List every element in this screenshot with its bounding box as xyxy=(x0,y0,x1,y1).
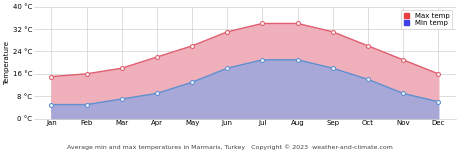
Point xyxy=(364,45,371,47)
Point xyxy=(364,78,371,81)
Point xyxy=(258,22,265,25)
Point xyxy=(293,22,301,25)
Y-axis label: Temperature: Temperature xyxy=(4,41,10,85)
Point xyxy=(328,31,336,33)
Point xyxy=(83,73,90,75)
Text: Average min and max temperatures in Marmaris, Turkey   Copyright © 2023  weather: Average min and max temperatures in Marm… xyxy=(67,145,392,150)
Point xyxy=(153,92,160,95)
Point xyxy=(434,73,441,75)
Point xyxy=(83,103,90,106)
Point xyxy=(118,98,125,100)
Point xyxy=(188,81,196,83)
Point xyxy=(258,59,265,61)
Point xyxy=(118,67,125,69)
Point xyxy=(48,103,55,106)
Point xyxy=(48,75,55,78)
Point xyxy=(398,92,406,95)
Point xyxy=(398,59,406,61)
Point xyxy=(188,45,196,47)
Point xyxy=(223,67,230,69)
Point xyxy=(328,67,336,69)
Point xyxy=(293,59,301,61)
Legend: Max temp, Min temp: Max temp, Min temp xyxy=(400,10,451,29)
Point xyxy=(223,31,230,33)
Point xyxy=(434,101,441,103)
Point xyxy=(153,56,160,58)
